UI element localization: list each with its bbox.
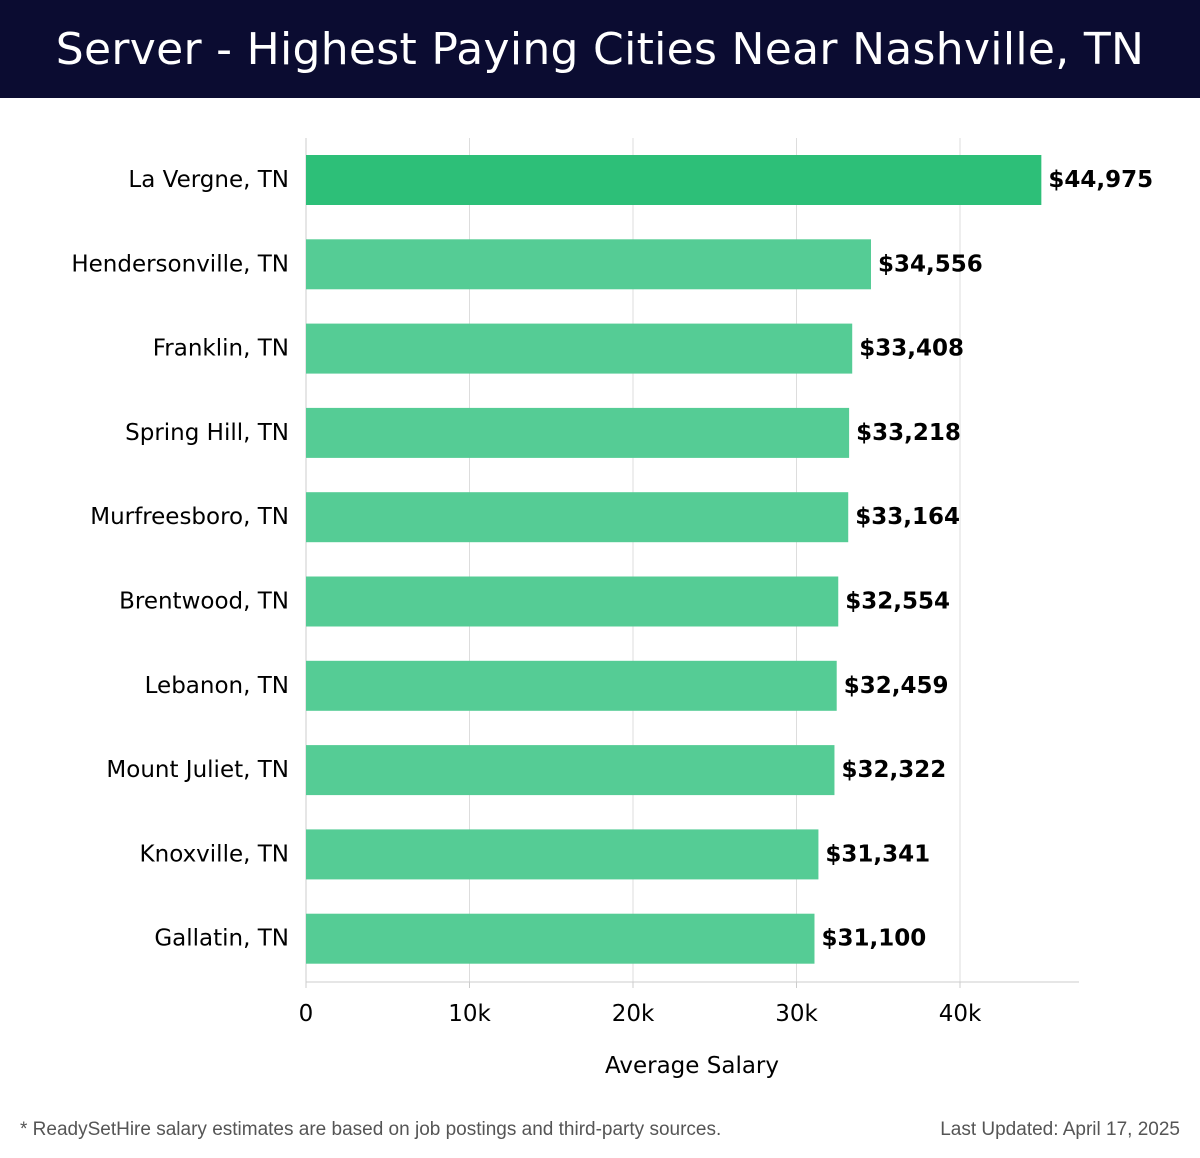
bar <box>306 323 853 374</box>
chart-header: Server - Highest Paying Cities Near Nash… <box>0 0 1200 98</box>
bar <box>306 239 871 290</box>
value-label: $33,218 <box>856 420 961 446</box>
bar <box>306 745 835 796</box>
value-label: $34,556 <box>878 251 983 277</box>
category-label: Knoxville, TN <box>140 841 289 867</box>
bar <box>306 407 850 458</box>
value-label: $33,164 <box>855 504 960 530</box>
value-label: $44,975 <box>1048 167 1153 193</box>
value-label: $32,459 <box>844 673 949 699</box>
footer-note: * ReadySetHire salary estimates are base… <box>20 1119 722 1140</box>
category-label: Lebanon, TN <box>145 673 289 699</box>
category-label: La Vergne, TN <box>128 167 289 193</box>
bar <box>306 660 837 711</box>
bar <box>306 829 819 880</box>
x-axis-title: Average Salary <box>605 1053 779 1079</box>
bar <box>306 576 839 627</box>
category-label: Murfreesboro, TN <box>90 504 289 530</box>
bar-chart: La Vergne, TN $44,975 Hendersonville, TN $3… <box>71 138 1153 1079</box>
category-label: Brentwood, TN <box>119 589 289 615</box>
x-tick-label: 40k <box>939 1001 982 1027</box>
value-label: $31,341 <box>825 841 930 867</box>
x-tick-label: 30k <box>775 1001 818 1027</box>
bar <box>306 155 1042 205</box>
category-label: Hendersonville, TN <box>71 251 289 277</box>
bar <box>306 913 815 964</box>
category-label: Gallatin, TN <box>154 926 289 952</box>
value-label: $33,408 <box>859 336 964 362</box>
value-label: $32,554 <box>845 589 950 615</box>
x-tick-label: 10k <box>448 1001 491 1027</box>
category-label: Franklin, TN <box>153 336 289 362</box>
chart-title: Server - Highest Paying Cities Near Nash… <box>55 23 1145 75</box>
category-label: Spring Hill, TN <box>125 420 289 446</box>
x-tick-label: 0 <box>299 1001 314 1027</box>
value-label: $32,322 <box>841 757 946 783</box>
last-updated: Last Updated: April 17, 2025 <box>940 1119 1180 1140</box>
bar <box>306 492 849 543</box>
value-label: $31,100 <box>821 926 926 952</box>
category-label: Mount Juliet, TN <box>106 757 289 783</box>
x-tick-label: 20k <box>612 1001 655 1027</box>
